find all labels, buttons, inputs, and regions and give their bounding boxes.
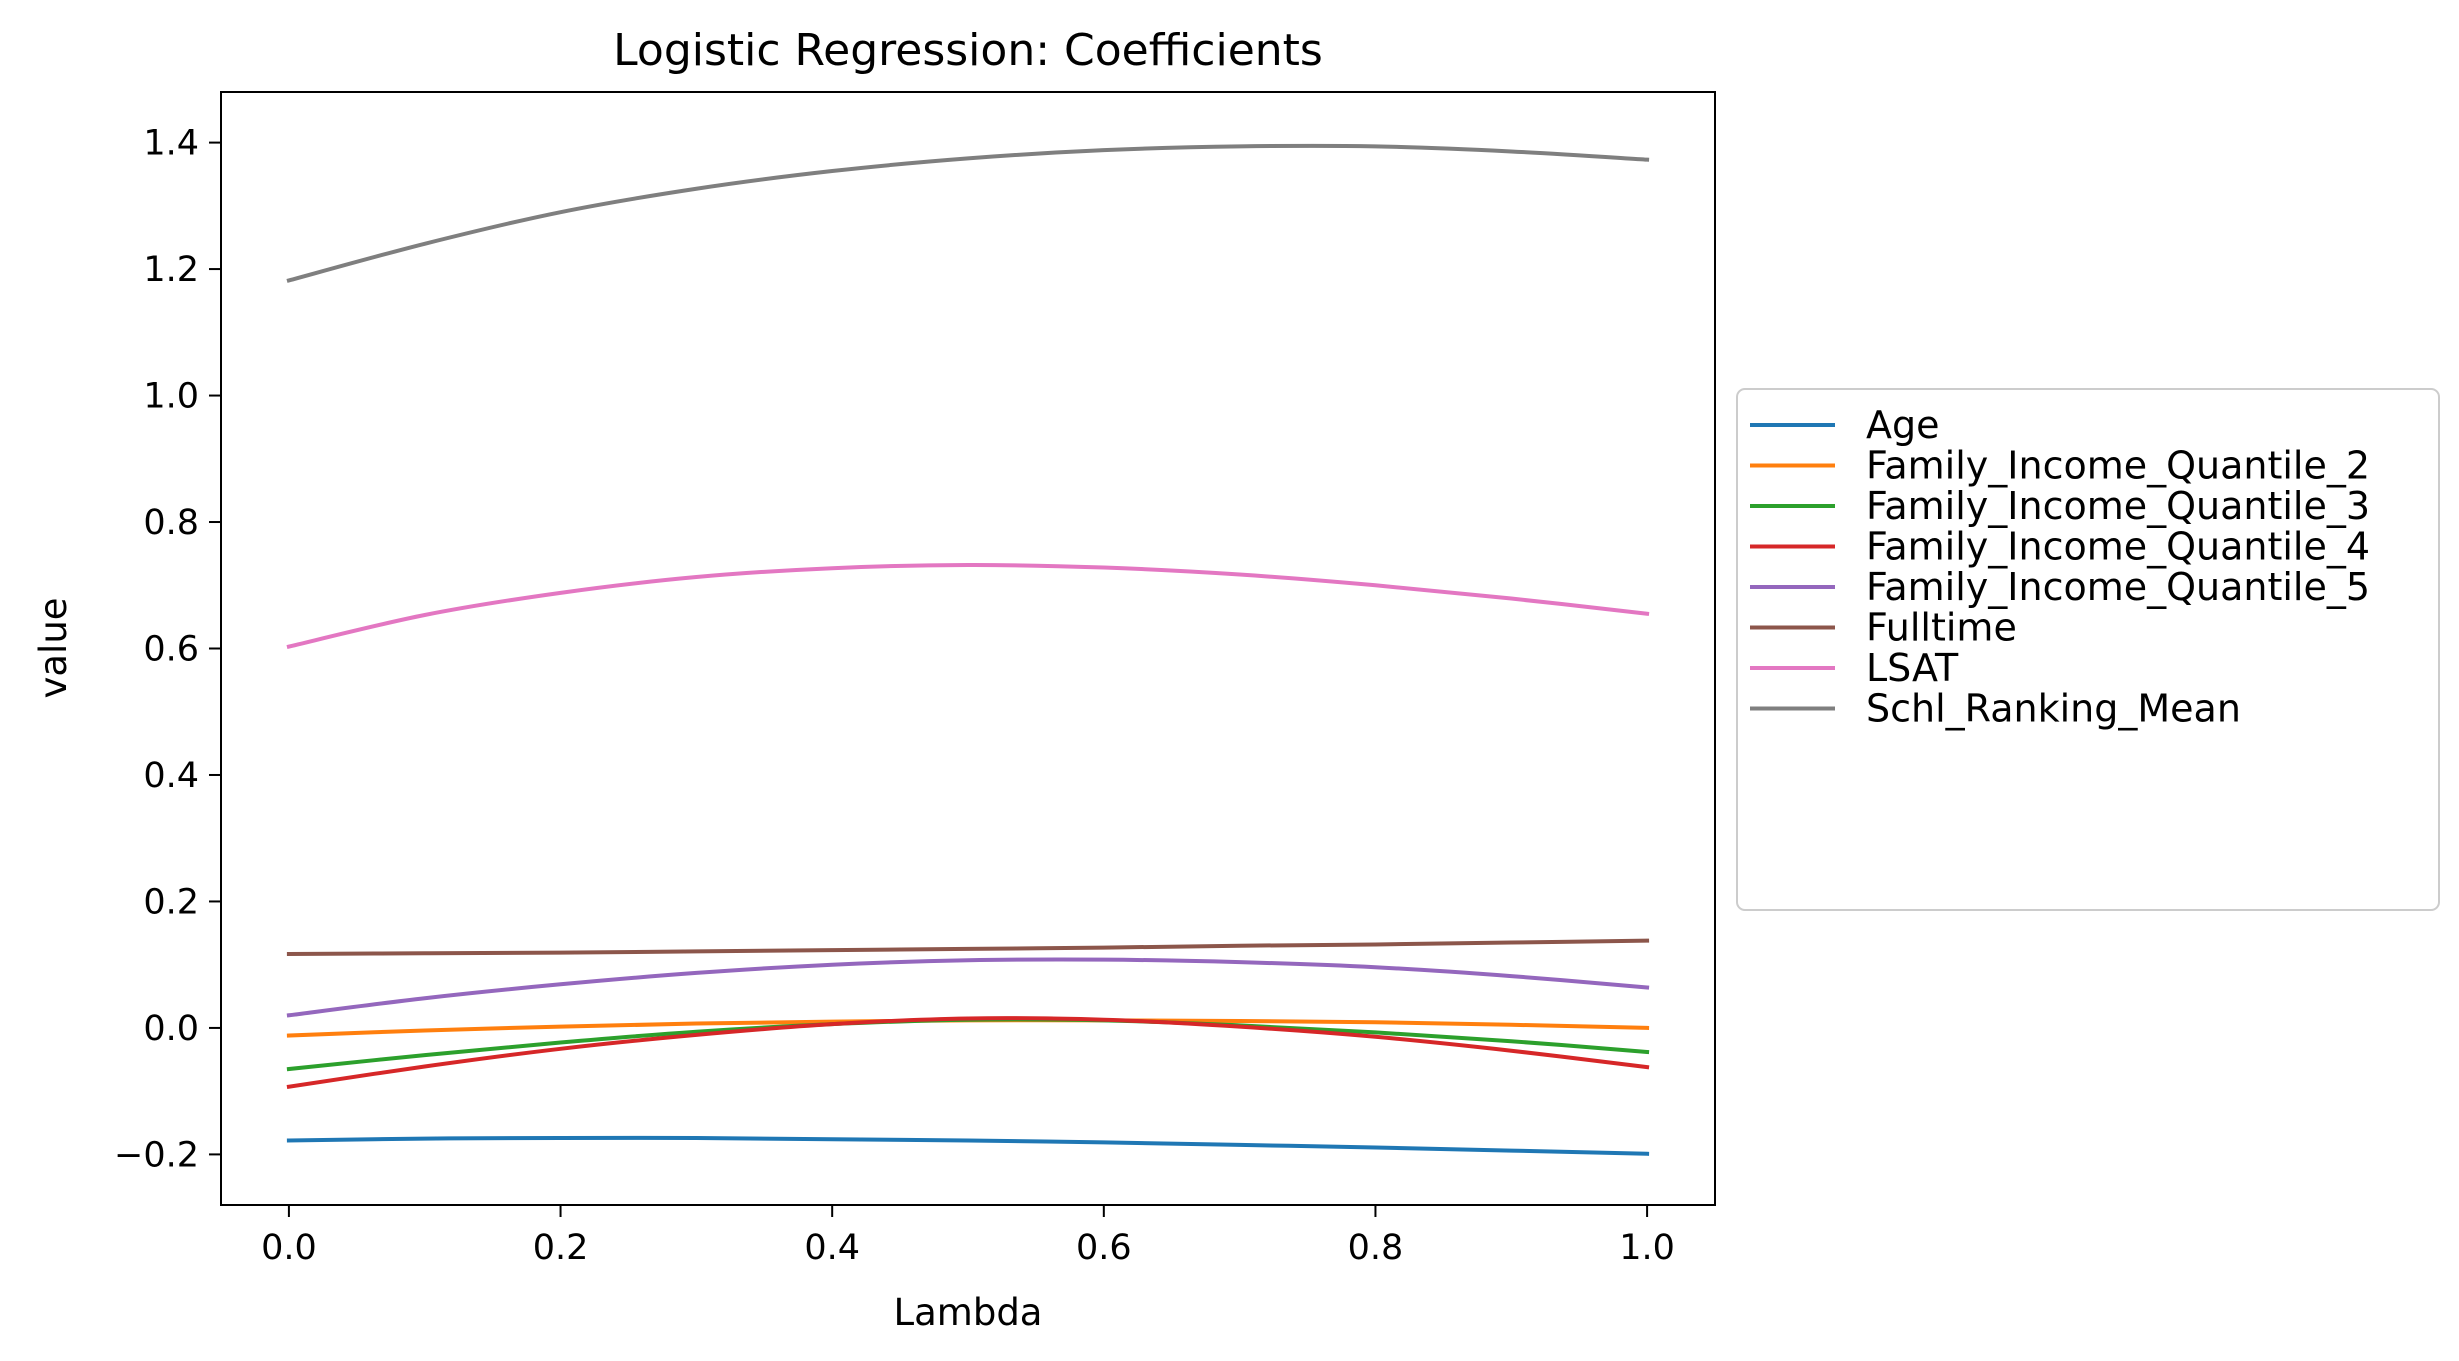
series-line-lsat <box>286 563 1650 650</box>
legend-label: Schl_Ranking_Mean <box>1866 687 2241 731</box>
series-line-age <box>286 1135 1650 1156</box>
x-tick-label: 0.4 <box>804 1228 860 1268</box>
y-tick-label: −0.2 <box>114 1135 199 1175</box>
x-axis: 0.0 0.2 0.4 0.6 0.8 1.0 <box>261 1205 1675 1268</box>
y-tick-label: 1.0 <box>143 377 199 417</box>
y-tick-label: 1.2 <box>143 250 199 290</box>
plot-lines <box>286 143 1650 1156</box>
legend: AgeFamily_Income_Quantile_2Family_Income… <box>1736 388 2440 911</box>
legend-label: Fulltime <box>1866 606 2017 650</box>
legend-label: Family_Income_Quantile_2 <box>1866 444 2370 488</box>
legend-label: Family_Income_Quantile_5 <box>1866 565 2370 609</box>
y-tick-label: 0.0 <box>143 1009 199 1049</box>
x-tick-label: 0.2 <box>533 1228 589 1268</box>
x-tick-label: 0.8 <box>1348 1228 1404 1268</box>
series-line-schl-ranking-mean <box>286 143 1650 283</box>
y-axis-label: value <box>32 597 75 698</box>
legend-label: Age <box>1866 403 1940 447</box>
series-line-fulltime <box>286 938 1650 956</box>
chart-title: Logistic Regression: Coefficients <box>613 25 1323 76</box>
y-tick-label: 1.4 <box>143 124 199 164</box>
y-tick-label: 0.4 <box>143 756 199 796</box>
y-tick-label: 0.6 <box>143 630 199 670</box>
y-axis: −0.2 0.0 0.2 0.4 0.6 0.8 1.0 1.2 1.4 <box>114 124 221 1175</box>
x-tick-label: 1.0 <box>1619 1228 1675 1268</box>
x-tick-label: 0.6 <box>1076 1228 1132 1268</box>
legend-frame <box>1736 388 2440 911</box>
x-axis-label: Lambda <box>894 1291 1043 1334</box>
series-line-family-income-quantile-5 <box>286 957 1650 1018</box>
legend-label: Family_Income_Quantile_4 <box>1866 525 2370 569</box>
legend-label: Family_Income_Quantile_3 <box>1866 484 2370 528</box>
y-tick-label: 0.2 <box>143 882 199 922</box>
y-tick-label: 0.8 <box>143 503 199 543</box>
series-line-family-income-quantile-4 <box>286 1016 1650 1090</box>
x-tick-label: 0.0 <box>261 1228 317 1268</box>
legend-label: LSAT <box>1866 646 1959 690</box>
